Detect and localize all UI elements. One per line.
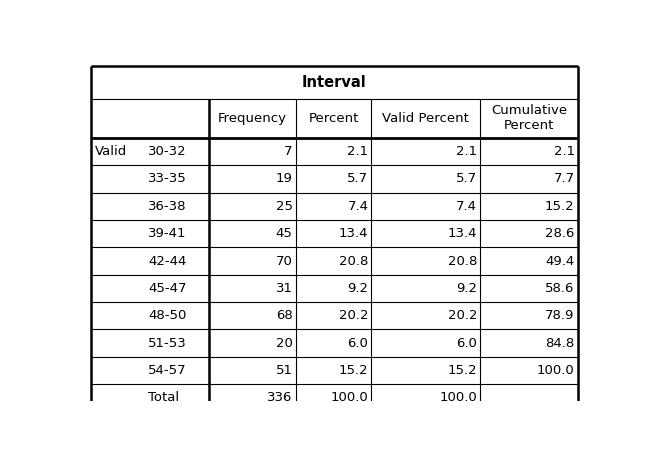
- Text: Cumulative
Percent: Cumulative Percent: [491, 104, 567, 132]
- Text: Interval: Interval: [302, 75, 366, 90]
- Text: 31: 31: [276, 282, 293, 295]
- Text: 15.2: 15.2: [545, 200, 574, 213]
- Text: 7.4: 7.4: [456, 200, 477, 213]
- Text: 45: 45: [276, 227, 293, 240]
- Text: 48-50: 48-50: [149, 309, 186, 322]
- Text: 20.8: 20.8: [448, 255, 477, 268]
- Text: 5.7: 5.7: [348, 172, 368, 185]
- Text: 78.9: 78.9: [545, 309, 574, 322]
- Text: 45-47: 45-47: [149, 282, 187, 295]
- Text: 42-44: 42-44: [149, 255, 186, 268]
- Text: Percent: Percent: [308, 112, 359, 125]
- Text: 20.8: 20.8: [339, 255, 368, 268]
- Text: 20.2: 20.2: [339, 309, 368, 322]
- Text: 336: 336: [267, 392, 293, 405]
- Text: 15.2: 15.2: [339, 364, 368, 377]
- Text: 6.0: 6.0: [456, 337, 477, 350]
- Text: 5.7: 5.7: [456, 172, 477, 185]
- Text: 100.0: 100.0: [439, 392, 477, 405]
- Text: 9.2: 9.2: [456, 282, 477, 295]
- Text: 2.1: 2.1: [348, 145, 368, 158]
- Text: 7.4: 7.4: [348, 200, 368, 213]
- Text: 84.8: 84.8: [546, 337, 574, 350]
- Text: 7.7: 7.7: [554, 172, 574, 185]
- Text: 15.2: 15.2: [447, 364, 477, 377]
- Text: 70: 70: [276, 255, 293, 268]
- Text: 36-38: 36-38: [149, 200, 187, 213]
- Text: 33-35: 33-35: [149, 172, 187, 185]
- Text: 13.4: 13.4: [447, 227, 477, 240]
- Text: 13.4: 13.4: [339, 227, 368, 240]
- Text: 68: 68: [276, 309, 293, 322]
- Text: 39-41: 39-41: [149, 227, 187, 240]
- Text: 58.6: 58.6: [545, 282, 574, 295]
- Text: 100.0: 100.0: [331, 392, 368, 405]
- Text: Total: Total: [149, 392, 179, 405]
- Text: 9.2: 9.2: [348, 282, 368, 295]
- Text: 51-53: 51-53: [149, 337, 187, 350]
- Text: 7: 7: [284, 145, 293, 158]
- Text: 49.4: 49.4: [546, 255, 574, 268]
- Text: 100.0: 100.0: [537, 364, 574, 377]
- Text: 28.6: 28.6: [545, 227, 574, 240]
- Text: Valid: Valid: [95, 145, 127, 158]
- Text: 19: 19: [276, 172, 293, 185]
- Text: 30-32: 30-32: [149, 145, 187, 158]
- Text: 2.1: 2.1: [554, 145, 574, 158]
- Text: Frequency: Frequency: [218, 112, 287, 125]
- Text: 20: 20: [276, 337, 293, 350]
- Text: Valid Percent: Valid Percent: [382, 112, 469, 125]
- Text: 54-57: 54-57: [149, 364, 187, 377]
- Text: 25: 25: [276, 200, 293, 213]
- Text: 6.0: 6.0: [348, 337, 368, 350]
- Text: 51: 51: [276, 364, 293, 377]
- Text: 20.2: 20.2: [447, 309, 477, 322]
- Text: 2.1: 2.1: [456, 145, 477, 158]
